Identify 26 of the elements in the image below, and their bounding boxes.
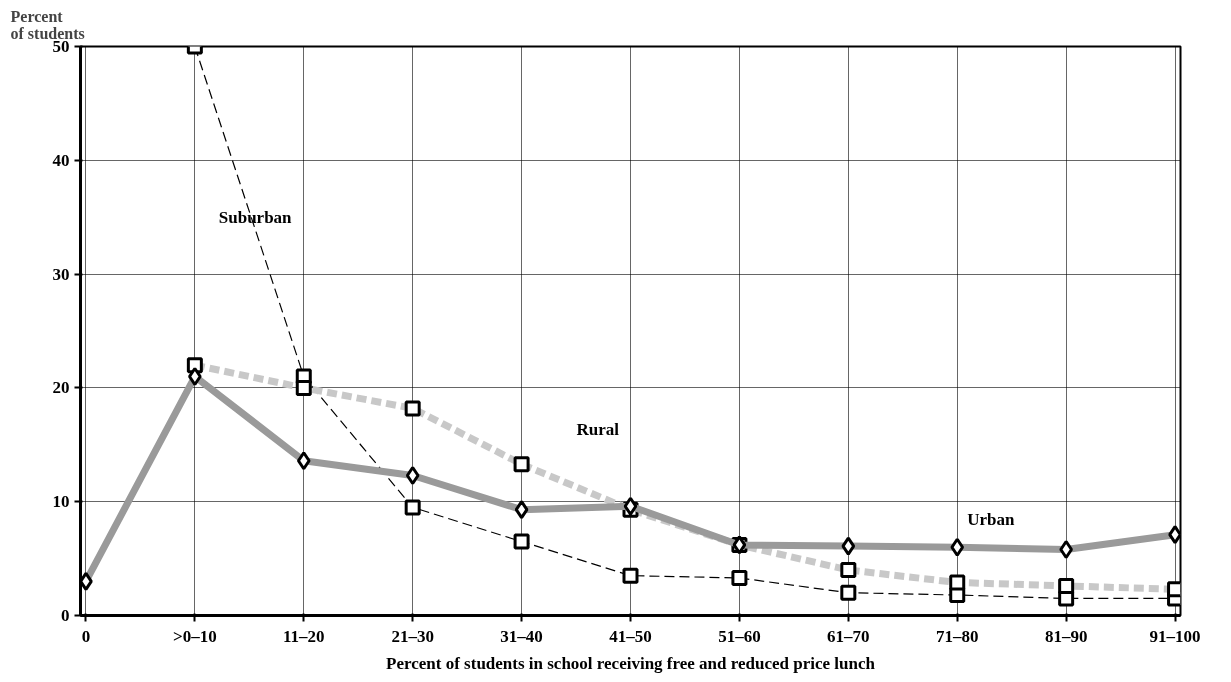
y-axis-title: Percent of students: [10, 7, 85, 42]
x-tick-label: 31–40: [500, 626, 543, 646]
y-tick-label: 10: [52, 492, 70, 512]
x-tick-label: 21–30: [391, 626, 434, 646]
text: Rural: [576, 420, 620, 440]
x-tick-label: 11–20: [282, 626, 325, 646]
point: [404, 499, 421, 516]
point: [513, 533, 530, 550]
x-tick-label: 61–70: [827, 626, 870, 646]
y-tick-label: 40: [52, 150, 70, 170]
x-tick-label: 91–100: [1149, 626, 1201, 646]
x-tick-label: 51–60: [718, 626, 761, 646]
x-tick-label: 71–80: [935, 626, 979, 646]
y-tick-label: 30: [52, 264, 70, 284]
x-tick-label: 41–50: [609, 626, 652, 646]
x-tick-label: 0: [81, 626, 91, 646]
y-tick-label: 0: [61, 606, 70, 625]
point: [622, 567, 639, 584]
x-axis-title: Percent of students in school receiving free and reduced price lunch: [386, 653, 876, 673]
point: [731, 569, 748, 586]
series-label: Urban: [967, 510, 1016, 530]
point: [840, 584, 857, 601]
x-tick-label: >0–10: [173, 626, 217, 646]
y-tick-label: 20: [52, 378, 70, 398]
series-label: Suburban: [218, 207, 293, 227]
x-tick-label: 81–90: [1044, 626, 1088, 646]
